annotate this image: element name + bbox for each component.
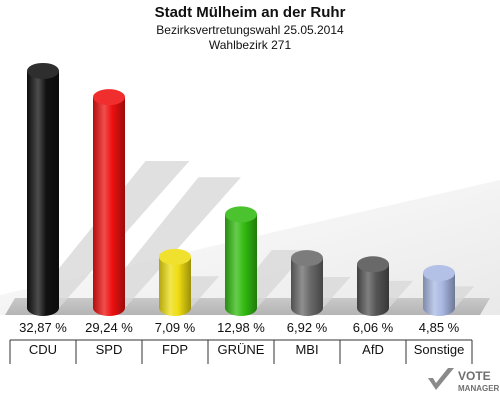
value-label-spd: 29,24 % <box>85 320 133 335</box>
logo-line1: VOTE <box>458 369 491 383</box>
bar-shadow-spd <box>93 177 241 308</box>
bar-afd <box>357 256 389 316</box>
bar-cdu <box>27 62 59 316</box>
category-label-fdp: FDP <box>162 342 188 357</box>
district-label: Wahlbezirk 271 <box>208 38 292 52</box>
value-label-sonstige: 4,85 % <box>419 320 460 335</box>
category-labels-group: CDU SPD FDP GRÜNE MBI AfD Sonstige <box>29 342 464 357</box>
value-labels-group: 32,87 % 29,24 % 7,09 % 12,98 % 6,92 % 6,06 % 4… <box>19 320 460 335</box>
category-label-grüne: GRÜNE <box>218 342 265 357</box>
category-axis <box>9 339 473 364</box>
chart-subtitle: Bezirksvertretungswahl 25.05.2014 <box>156 23 344 37</box>
logo-line2: MANAGER <box>458 384 500 393</box>
bar-grüne <box>225 206 257 316</box>
bar-mbi <box>291 250 323 316</box>
vote-manager-logo: VOTE MANAGER <box>428 368 500 393</box>
bars-group <box>27 62 455 316</box>
category-label-spd: SPD <box>96 342 123 357</box>
category-label-cdu: CDU <box>29 342 57 357</box>
value-label-cdu: 32,87 % <box>19 320 67 335</box>
category-label-afd: AfD <box>362 342 384 357</box>
value-label-grüne: 12,98 % <box>217 320 265 335</box>
bar-spd <box>93 89 125 316</box>
category-label-mbi: MBI <box>295 342 318 357</box>
bar-fdp <box>159 248 191 316</box>
value-label-afd: 6,06 % <box>353 320 394 335</box>
checkmark-icon <box>428 368 454 390</box>
category-label-sonstige: Sonstige <box>414 342 465 357</box>
bar-sonstige <box>423 265 455 316</box>
value-label-fdp: 7,09 % <box>155 320 196 335</box>
value-label-mbi: 6,92 % <box>287 320 328 335</box>
chart-title: Stadt Mülheim an der Ruhr <box>154 4 346 21</box>
